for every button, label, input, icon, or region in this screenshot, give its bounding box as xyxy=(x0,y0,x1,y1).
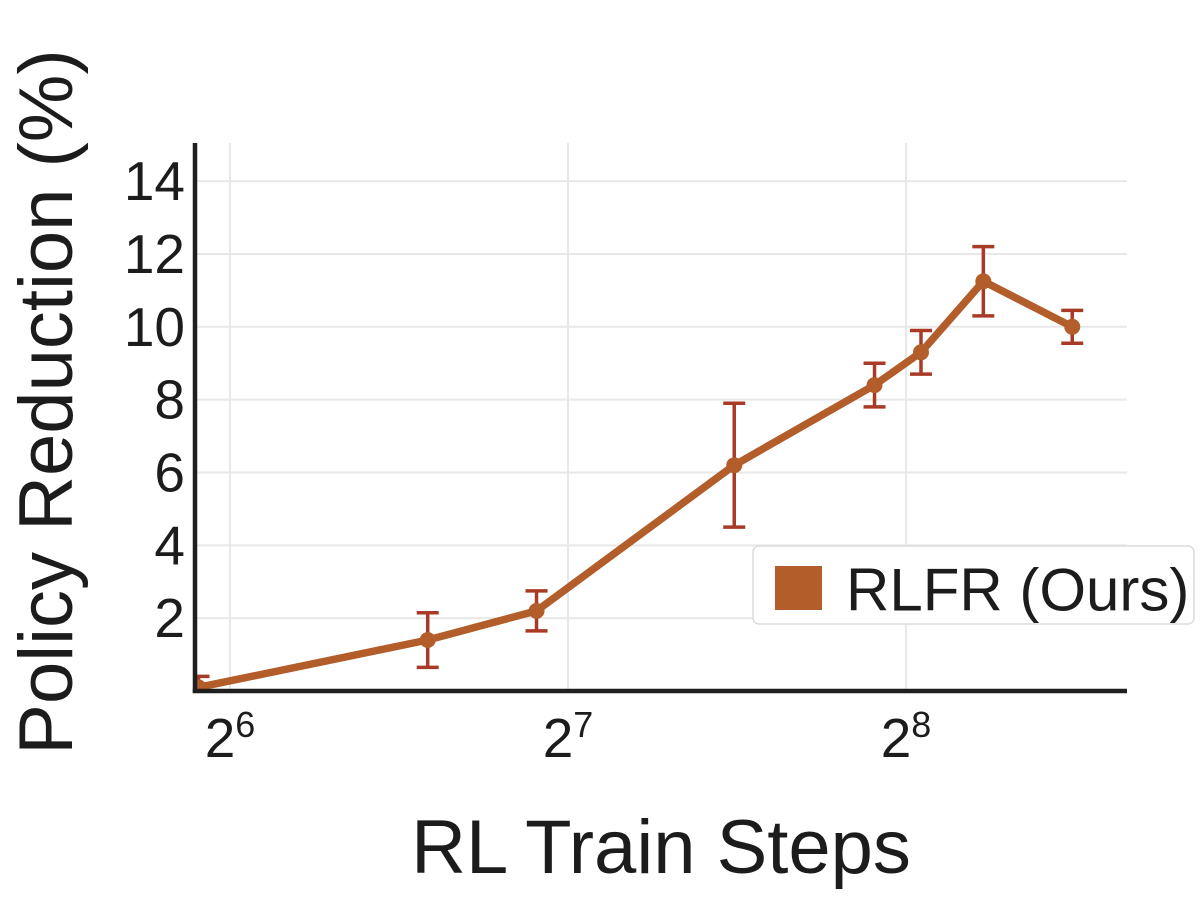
y-tick-label: 12 xyxy=(124,223,185,285)
y-tick-label: 4 xyxy=(154,514,185,576)
x-tick-label: 27 xyxy=(543,704,594,769)
data-series xyxy=(195,244,1084,691)
x-tick-labels: 26 27 28 xyxy=(205,704,932,769)
y-tick-labels: 2 4 6 8 10 12 14 xyxy=(124,150,185,649)
y-tick-label: 10 xyxy=(124,296,185,358)
data-point-marker xyxy=(528,602,545,619)
y-tick-label: 2 xyxy=(154,587,185,649)
legend: RLFR (Ours) xyxy=(752,545,1195,625)
data-point-marker xyxy=(195,679,207,691)
data-point-marker xyxy=(419,632,436,649)
data-point-marker xyxy=(913,344,930,361)
x-axis-label: RL Train Steps xyxy=(411,805,911,890)
x-tick-label: 26 xyxy=(205,704,256,769)
series-line xyxy=(195,277,1076,691)
legend-swatch xyxy=(775,566,822,610)
y-tick-label: 6 xyxy=(154,441,185,503)
data-point-marker xyxy=(1064,318,1081,335)
data-point-marker xyxy=(975,273,992,290)
y-tick-label: 8 xyxy=(154,369,185,431)
data-point-marker xyxy=(726,457,743,474)
data-point-marker xyxy=(866,377,883,394)
legend-frame xyxy=(752,545,1195,625)
legend-label: RLFR (Ours) xyxy=(846,557,1189,624)
x-tick-label: 28 xyxy=(881,704,932,769)
y-axis-label: Policy Reduction (%) xyxy=(4,49,89,754)
y-tick-label: 14 xyxy=(124,150,185,212)
